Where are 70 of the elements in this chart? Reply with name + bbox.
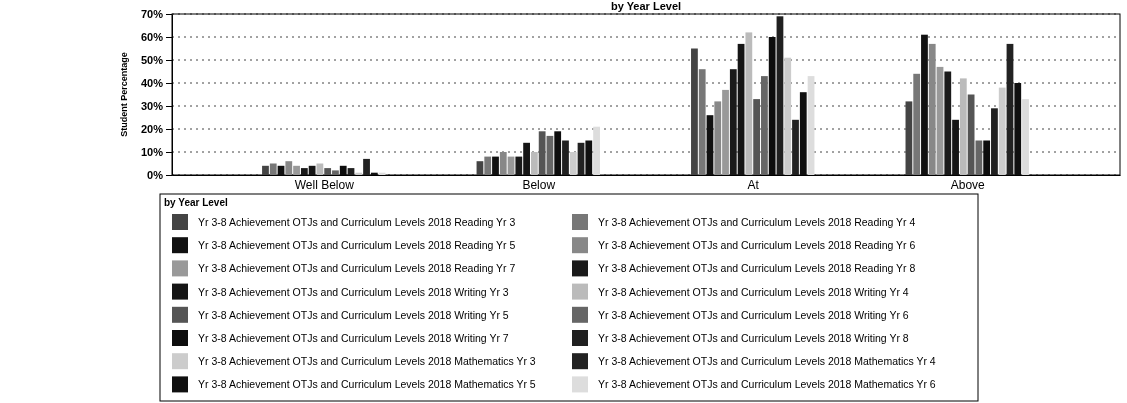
bar (538, 131, 546, 175)
legend-label: Yr 3-8 Achievement OTJs and Curriculum Levels 2018 Reading Yr 4 (598, 216, 916, 228)
y-tick-label: 0% (147, 169, 164, 182)
bar (554, 131, 562, 175)
bar (593, 126, 600, 175)
y-tick-label: 40% (140, 77, 164, 90)
legend-label: Yr 3-8 Achievement OTJs and Curriculum Levels 2018 Mathematics Yr 3 (198, 355, 536, 368)
legend-label: Yr 3-8 Achievement OTJs and Curriculum Levels 2018 Writing Yr 7 (198, 332, 509, 344)
bar (562, 140, 569, 175)
legend-label: Yr 3-8 Achievement OTJs and Curriculum Levels 2018 Reading Yr 3 (198, 216, 516, 228)
bar (499, 152, 507, 175)
x-tick-label: Above (950, 177, 986, 192)
y-tick-label: 50% (140, 54, 164, 67)
bar (569, 152, 577, 175)
bar (269, 163, 277, 175)
legend-label: Yr 3-8 Achievement OTJs and Curriculum Levels 2018 Reading Yr 7 (198, 262, 516, 275)
legend-label: Yr 3-8 Achievement OTJs and Curriculum Levels 2018 Mathematics Yr 4 (598, 355, 936, 368)
y-axis-title: Student Percentage (119, 52, 129, 137)
bar (698, 69, 706, 175)
bar (1022, 99, 1029, 175)
legend-title: by Year Level (164, 197, 228, 208)
chart-title: by Year Level (610, 0, 682, 12)
bar (363, 158, 370, 175)
x-tick-label: Well Below (294, 177, 355, 192)
bar (799, 92, 807, 175)
bar (332, 170, 339, 175)
bar (761, 76, 768, 175)
legend-label: Yr 3-8 Achievement OTJs and Curriculum Levels 2018 Mathematics Yr 6 (598, 378, 936, 391)
bar (928, 43, 936, 175)
bar (753, 99, 761, 175)
bar (714, 101, 722, 175)
bar (768, 37, 776, 175)
y-tick-label: 20% (140, 123, 164, 136)
bar (998, 87, 1006, 175)
bar (324, 168, 332, 175)
y-tick-label: 70% (140, 8, 164, 21)
legend-label: Yr 3-8 Achievement OTJs and Curriculum Levels 2018 Writing Yr 8 (598, 332, 909, 344)
legend-label: Yr 3-8 Achievement OTJs and Curriculum Levels 2018 Mathematics Yr 5 (198, 378, 536, 391)
legend-label: Yr 3-8 Achievement OTJs and Curriculum Levels 2018 Reading Yr 5 (198, 239, 516, 252)
bar (476, 161, 484, 175)
bar (959, 78, 967, 175)
bar (585, 140, 593, 175)
legend-label: Yr 3-8 Achievement OTJs and Curriculum Levels 2018 Writing Yr 5 (198, 308, 509, 321)
bar (983, 140, 991, 175)
bar (784, 57, 792, 175)
bar (293, 165, 300, 175)
bar (339, 165, 347, 175)
legend-label: Yr 3-8 Achievement OTJs and Curriculum Levels 2018 Writing Yr 4 (598, 285, 909, 298)
bar (492, 156, 499, 175)
legend-label: Yr 3-8 Achievement OTJs and Curriculum Levels 2018 Reading Yr 6 (598, 239, 916, 252)
bar (1014, 83, 1022, 175)
bar (792, 119, 799, 175)
bar (722, 89, 729, 175)
y-tick-label: 10% (140, 146, 164, 159)
bar (530, 152, 538, 175)
bar (484, 156, 492, 175)
bar (991, 108, 998, 175)
bar (913, 73, 921, 175)
bar (745, 32, 753, 175)
bar (262, 165, 269, 175)
legend-label: Yr 3-8 Achievement OTJs and Curriculum Levels 2018 Writing Yr 3 (198, 285, 509, 298)
bar (285, 161, 293, 175)
x-tick-label: Below (522, 177, 556, 192)
bar (921, 34, 928, 175)
legend-label: Yr 3-8 Achievement OTJs and Curriculum Levels 2018 Reading Yr 8 (598, 262, 916, 275)
y-tick-label: 60% (140, 31, 164, 44)
x-tick-label: At (747, 177, 760, 192)
legend-label: Yr 3-8 Achievement OTJs and Curriculum Levels 2018 Writing Yr 6 (598, 308, 909, 321)
bar (975, 140, 983, 175)
y-tick-label: 30% (140, 100, 164, 113)
